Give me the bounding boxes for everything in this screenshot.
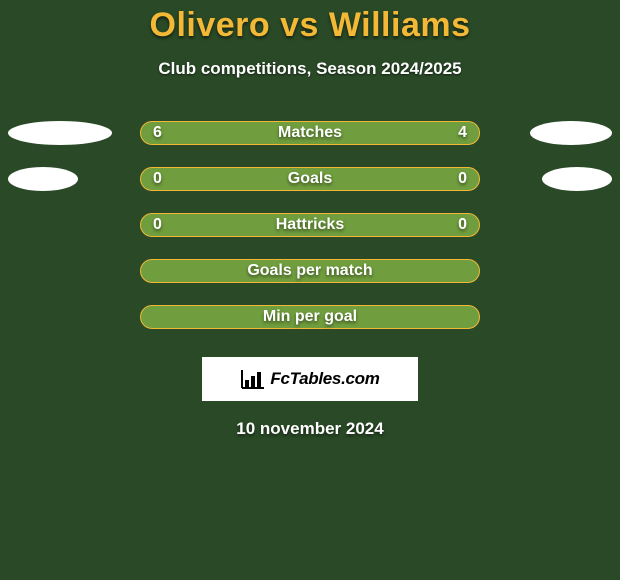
left-ellipse xyxy=(8,167,78,191)
stat-label: Goals per match xyxy=(247,262,372,280)
date-text: 10 november 2024 xyxy=(0,419,620,439)
stat-bar: 0 Hattricks 0 xyxy=(140,213,480,237)
brand-box: FcTables.com xyxy=(202,357,418,401)
brand-text: FcTables.com xyxy=(270,369,379,389)
stat-value-left: 0 xyxy=(153,216,162,234)
stat-value-right: 0 xyxy=(458,170,467,188)
stat-label: Matches xyxy=(278,124,342,142)
stat-value-right: 4 xyxy=(458,124,467,142)
stat-row: Goals per match xyxy=(0,247,620,293)
right-ellipse xyxy=(542,167,612,191)
stat-label: Goals xyxy=(288,170,332,188)
stat-label: Min per goal xyxy=(263,308,357,326)
stat-bar: Goals per match xyxy=(140,259,480,283)
stat-value-left: 6 xyxy=(153,124,162,142)
stat-rows: 6 Matches 4 0 Goals 0 0 Hattricks 0 Goals per mat… xyxy=(0,109,620,339)
stat-row: Min per goal xyxy=(0,293,620,339)
stat-bar: 6 Matches 4 xyxy=(140,121,480,145)
stat-value-right: 0 xyxy=(458,216,467,234)
comparison-infographic: Olivero vs Williams Club competitions, S… xyxy=(0,0,620,580)
stat-row: 6 Matches 4 xyxy=(0,109,620,155)
right-ellipse xyxy=(530,121,612,145)
page-title: Olivero vs Williams xyxy=(0,0,620,45)
stat-bar: Min per goal xyxy=(140,305,480,329)
subtitle: Club competitions, Season 2024/2025 xyxy=(0,59,620,79)
stat-row: 0 Hattricks 0 xyxy=(0,201,620,247)
stat-bar: 0 Goals 0 xyxy=(140,167,480,191)
stat-label: Hattricks xyxy=(276,216,344,234)
stat-row: 0 Goals 0 xyxy=(0,155,620,201)
left-ellipse xyxy=(8,121,112,145)
stat-value-left: 0 xyxy=(153,170,162,188)
bar-chart-icon xyxy=(240,368,266,390)
